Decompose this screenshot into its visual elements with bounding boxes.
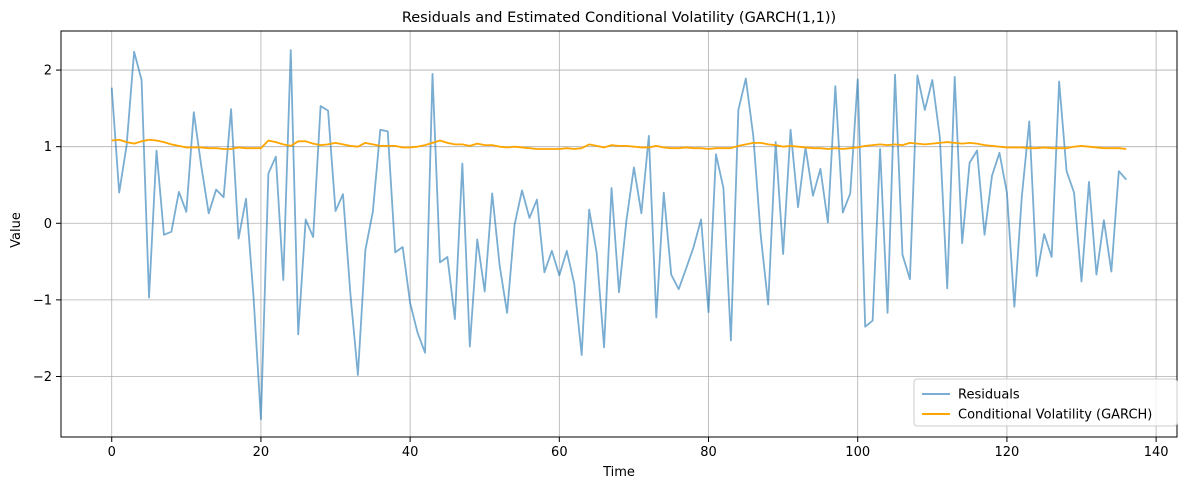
legend: Residuals Conditional Volatility (GARCH) [913, 378, 1178, 427]
x-axis-label: Time [602, 465, 635, 480]
chart-title: Residuals and Estimated Conditional Vola… [402, 10, 836, 26]
x-tick-label: 60 [551, 445, 568, 460]
x-tick-label: 20 [253, 445, 270, 460]
legend-label-residuals: Residuals [958, 388, 1020, 403]
plot-frame [60, 30, 1178, 438]
series-lines [110, 49, 1127, 421]
x-tick-label: 140 [1144, 445, 1169, 460]
y-tick-label: −1 [33, 293, 52, 308]
y-tick-label: −2 [33, 370, 52, 385]
x-tick-label: 40 [402, 445, 419, 460]
axis-ticks: 0 20 40 60 80 100 120 140 −2 −1 0 1 2 [33, 64, 1169, 460]
x-tick-label: 120 [995, 445, 1020, 460]
legend-label-volatility: Conditional Volatility (GARCH) [958, 408, 1152, 423]
y-axis-label: Value [9, 212, 24, 248]
y-tick-label: 0 [44, 217, 52, 232]
volatility-line [111, 138, 1127, 150]
x-tick-label: 80 [700, 445, 717, 460]
legend-frame [913, 378, 1178, 427]
x-tick-label: 100 [845, 445, 870, 460]
y-tick-label: 1 [44, 140, 52, 155]
y-tick-label: 2 [44, 64, 52, 79]
residuals-line [110, 49, 1127, 421]
x-tick-label: 0 [108, 445, 116, 460]
